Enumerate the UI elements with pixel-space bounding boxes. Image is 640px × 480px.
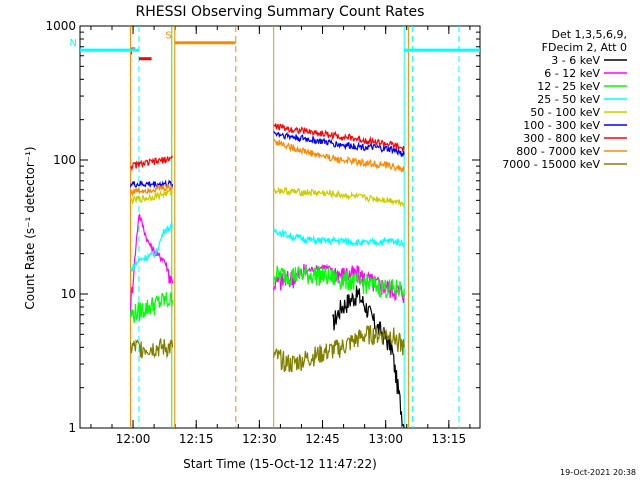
- y-axis-ticks: 1 10 100 1000: [45, 19, 480, 435]
- flag-label: F: [130, 47, 136, 58]
- series-line: [273, 130, 405, 157]
- legend: Det 1,3,5,6,9, FDecim 2, Att 0 3 - 6 keV…: [502, 28, 627, 171]
- series-line: [332, 285, 405, 429]
- series-line: [129, 338, 174, 359]
- series-line: [273, 265, 405, 299]
- x-tick-label: 12:00: [116, 432, 151, 446]
- legend-label: 50 - 100 keV: [530, 106, 600, 119]
- x-tick-label: 12:15: [179, 432, 214, 446]
- legend-label: 6 - 12 keV: [544, 67, 600, 80]
- chart-title: RHESSI Observing Summary Count Rates: [136, 4, 425, 20]
- y-tick-label: 10: [61, 287, 76, 301]
- legend-label: 300 - 800 keV: [523, 132, 600, 145]
- legend-label: 25 - 50 keV: [537, 93, 600, 106]
- flag-label: N: [70, 38, 77, 49]
- series-line: [129, 292, 174, 323]
- series-line: [273, 138, 405, 174]
- x-tick-label: 12:30: [242, 432, 277, 446]
- x-tick-label: 12:45: [305, 432, 340, 446]
- series-line: [129, 213, 174, 316]
- legend-label: 100 - 300 keV: [523, 119, 600, 132]
- y-tick-label: 1000: [45, 19, 76, 33]
- legend-header-detectors: Det 1,3,5,6,9,: [551, 28, 627, 41]
- flag-layer: F N S: [70, 31, 480, 61]
- x-tick-label: 13:15: [432, 432, 467, 446]
- legend-label: 3 - 6 keV: [551, 54, 600, 67]
- legend-label: 7000 - 15000 keV: [502, 158, 600, 171]
- series-line: [129, 183, 174, 197]
- series-line: [273, 324, 405, 373]
- footer-timestamp: 19-Oct-2021 20:38: [560, 468, 636, 477]
- plot-frame: [79, 25, 481, 429]
- x-tick-label: 13:00: [368, 432, 403, 446]
- series-line: [129, 187, 174, 206]
- y-tick-label: 100: [53, 153, 76, 167]
- series-layer: [129, 26, 460, 429]
- y-axis-label: Count Rate (s⁻¹ detector⁻¹): [23, 146, 37, 309]
- y-tick-label: 1: [68, 421, 76, 435]
- x-axis-ticks: 12:00 12:15 12:30 12:45 13:00 13:15: [90, 26, 471, 446]
- series-line: [130, 155, 174, 172]
- series-line: [273, 186, 405, 208]
- legend-label: 800 - 7000 keV: [516, 145, 600, 158]
- legend-header-decim: FDecim 2, Att 0: [542, 41, 627, 54]
- series-line: [129, 179, 174, 190]
- legend-label: 12 - 25 keV: [537, 80, 600, 93]
- flag-label: S: [165, 31, 171, 42]
- series-line: [273, 226, 405, 249]
- series-line: [273, 123, 405, 152]
- series-line: [129, 222, 174, 272]
- x-axis-label: Start Time (15-Oct-12 11:47:22): [183, 457, 377, 471]
